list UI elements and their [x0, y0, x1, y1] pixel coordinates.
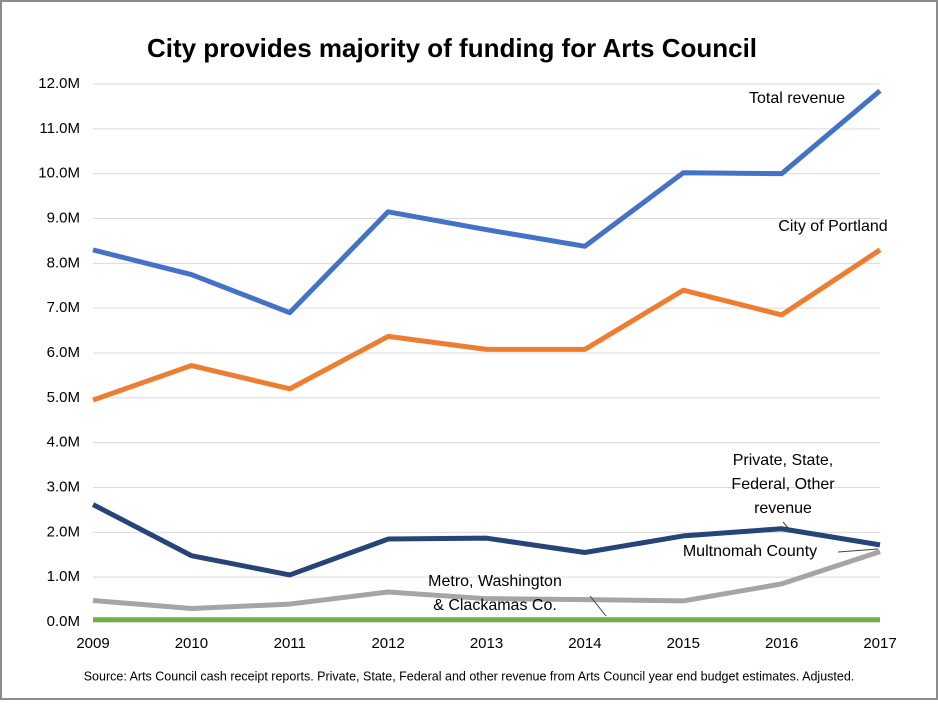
leader-line [589, 595, 607, 617]
annotation: Federal, Other [731, 476, 835, 493]
y-tick-label: 4.0M [47, 434, 80, 451]
series-line [92, 247, 882, 403]
x-tick-label: 2010 [175, 635, 208, 652]
x-tick-label: 2012 [371, 635, 404, 652]
y-tick-label: 5.0M [47, 389, 80, 406]
series-line [92, 549, 881, 612]
y-tick-label: 1.0M [47, 568, 80, 585]
annotation: revenue [754, 500, 812, 517]
annotation: Private, State, [733, 452, 834, 469]
x-tick-label: 2014 [568, 635, 601, 652]
y-tick-label: 7.0M [47, 299, 80, 316]
chart-title: City provides majority of funding for Ar… [147, 33, 757, 63]
y-tick-label: 12.0M [38, 75, 80, 92]
x-tick-label: 2017 [863, 635, 896, 652]
annotation: Metro, Washington [428, 573, 562, 590]
leader-line [782, 521, 791, 531]
y-tick-label: 3.0M [47, 478, 80, 495]
x-tick-label: 2013 [470, 635, 503, 652]
x-tick-label: 2016 [765, 635, 798, 652]
series-line [91, 502, 881, 578]
y-tick-label: 6.0M [47, 344, 80, 361]
leader-line [837, 548, 879, 553]
source-note: Source: Arts Council cash receipt report… [84, 669, 855, 683]
y-tick-label: 9.0M [47, 209, 80, 226]
annotation: City of Portland [778, 218, 887, 235]
series-line [92, 88, 882, 316]
annotation: Multnomah County [683, 543, 817, 560]
y-tick-label: 10.0M [38, 165, 80, 182]
annotation: & Clackamas Co. [433, 597, 557, 614]
y-tick-label: 0.0M [47, 613, 80, 630]
x-tick-label: 2015 [667, 635, 700, 652]
annotation: Total revenue [749, 90, 845, 107]
y-tick-label: 8.0M [47, 254, 80, 271]
y-tick-label: 11.0M [39, 120, 80, 137]
x-tick-label: 2011 [274, 635, 306, 652]
x-tick-label: 2009 [76, 635, 109, 652]
y-tick-label: 2.0M [47, 523, 80, 540]
